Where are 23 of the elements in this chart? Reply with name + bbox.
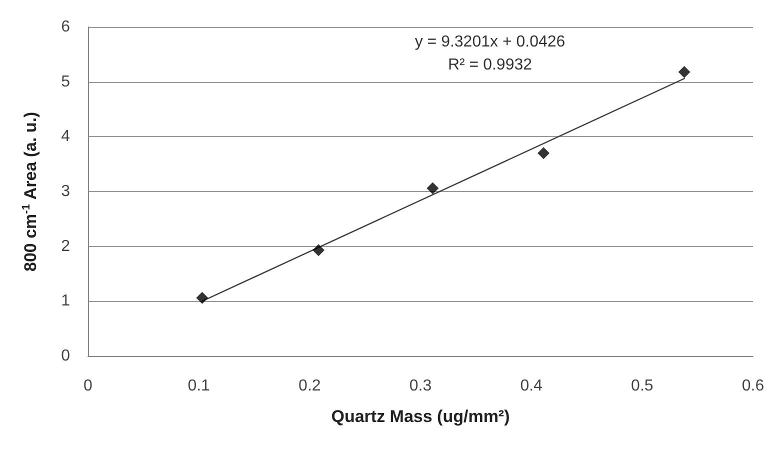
x-tick-label: 0.1 <box>188 378 210 394</box>
annotation: R² = 0.9932 <box>448 56 532 74</box>
point <box>426 182 439 194</box>
point <box>678 66 690 78</box>
x-tick-label: 0.3 <box>409 378 432 394</box>
x-tick-label: 0.4 <box>520 378 543 394</box>
x-tick-label: 0 <box>84 378 93 394</box>
x-tick-label: 0.6 <box>742 378 764 394</box>
y-tick-label: 1 <box>61 292 70 310</box>
x-tick-label: 0.2 <box>298 378 321 394</box>
annotation: y = 9.3201x + 0.0426 <box>414 34 566 50</box>
y-tick-label: 2 <box>61 238 70 255</box>
y-tick-label: 0 <box>61 348 70 364</box>
x-tick-label: 0.5 <box>631 378 654 394</box>
y-tick-label: 4 <box>61 128 70 146</box>
y-tick-label: 6 <box>61 18 70 36</box>
y-axis-title: 800 cm-1 Area (a. u.) <box>20 112 40 272</box>
y-tick-label: 5 <box>61 73 70 90</box>
x-axis-title: Quartz Mass (ug/mm²) <box>331 407 510 426</box>
y-tick-label: 3 <box>61 183 70 200</box>
point <box>538 147 550 160</box>
point <box>196 292 208 304</box>
point <box>312 244 325 256</box>
